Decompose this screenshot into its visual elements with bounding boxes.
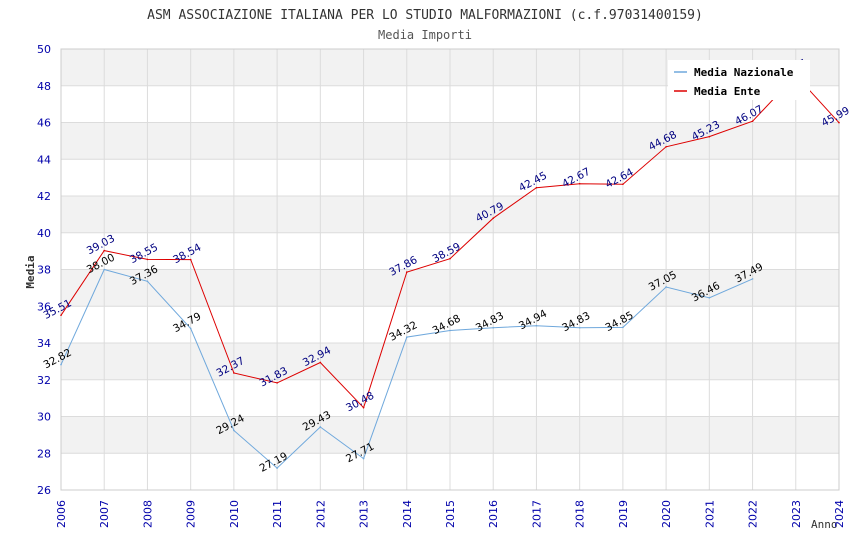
data-point [751,278,754,280]
data-point [103,249,106,252]
y-axis-ticks: 26 28 30 32 34 36 38 40 42 44 46 48 50 [37,43,51,497]
y-tick-label: 26 [37,484,51,497]
y-tick-label: 50 [37,43,51,56]
data-point [319,361,322,364]
data-point [405,271,408,273]
x-tick-label: 2015 [444,500,457,528]
data-point [449,329,451,332]
x-tick-label: 2024 [833,500,846,528]
y-tick-label: 30 [37,411,51,424]
data-point [60,363,62,366]
series-lines [60,74,840,469]
chart-title: ASM ASSOCIAZIONE ITALIANA PER LO STUDIO … [147,8,703,23]
x-tick-label: 2014 [401,500,414,528]
data-point [665,145,667,148]
chart-subtitle: Media Importi [378,28,472,42]
x-tick-label: 2013 [358,500,371,528]
y-tick-label: 42 [37,190,51,203]
y-tick-label: 40 [37,227,51,240]
data-point [276,467,278,469]
y-tick-label: 48 [37,80,51,93]
data-point [103,268,106,271]
data-point [622,326,624,329]
data-point [189,258,192,261]
y-tick-label: 34 [37,337,51,350]
data-point [708,135,711,138]
x-tick-label: 2010 [228,500,241,528]
plot-border [60,48,840,491]
x-axis-title: Anno [811,518,838,531]
y-tick-label: 44 [37,153,51,166]
data-point [362,406,365,409]
data-point [492,217,495,220]
x-tick-label: 2007 [98,500,111,528]
data-point [405,336,408,338]
x-tick-label: 2023 [790,500,803,528]
x-tick-label: 2016 [487,500,500,528]
data-point [535,186,538,189]
x-tick-label: 2021 [703,500,716,528]
x-tick-label: 2017 [530,500,543,528]
data-point [708,296,711,299]
data-point [189,327,192,330]
y-tick-label: 28 [37,447,51,460]
data-point [276,382,278,384]
data-point [233,372,235,374]
data-point [622,183,624,186]
y-tick-label: 38 [37,264,51,277]
y-tick-label: 46 [37,117,51,130]
x-tick-label: 2020 [660,500,673,528]
x-axis-ticks: 2006 2007 2008 2009 2010 2011 2012 2013 2014 2015… [55,500,846,528]
x-tick-label: 2022 [747,500,760,528]
data-point [751,120,754,123]
y-tick-label: 36 [37,300,51,313]
data-point [492,326,495,329]
y-axis-title: Media [24,255,37,288]
x-tick-label: 2008 [141,500,154,528]
data-point [449,257,451,260]
x-tick-label: 2012 [314,500,327,528]
data-point [578,326,581,329]
data-point [233,429,235,432]
data-point [535,324,538,327]
x-tick-label: 2018 [574,500,587,528]
x-tick-label: 2019 [617,500,630,528]
data-point [146,280,149,283]
y-tick-label: 32 [37,374,51,387]
data-point [146,258,149,261]
x-tick-label: 2011 [271,500,284,528]
legend: Media Nazionale Media Ente [668,60,810,100]
x-tick-label: 2009 [185,500,198,528]
data-point [578,182,581,185]
x-tick-label: 2006 [55,500,68,528]
legend-box [668,60,810,100]
data-point [319,426,322,428]
legend-label: Media Nazionale [694,66,794,79]
data-point [838,121,840,124]
data-point [665,286,667,288]
data-point [362,457,365,460]
data-point [60,314,62,317]
legend-label: Media Ente [694,85,761,98]
